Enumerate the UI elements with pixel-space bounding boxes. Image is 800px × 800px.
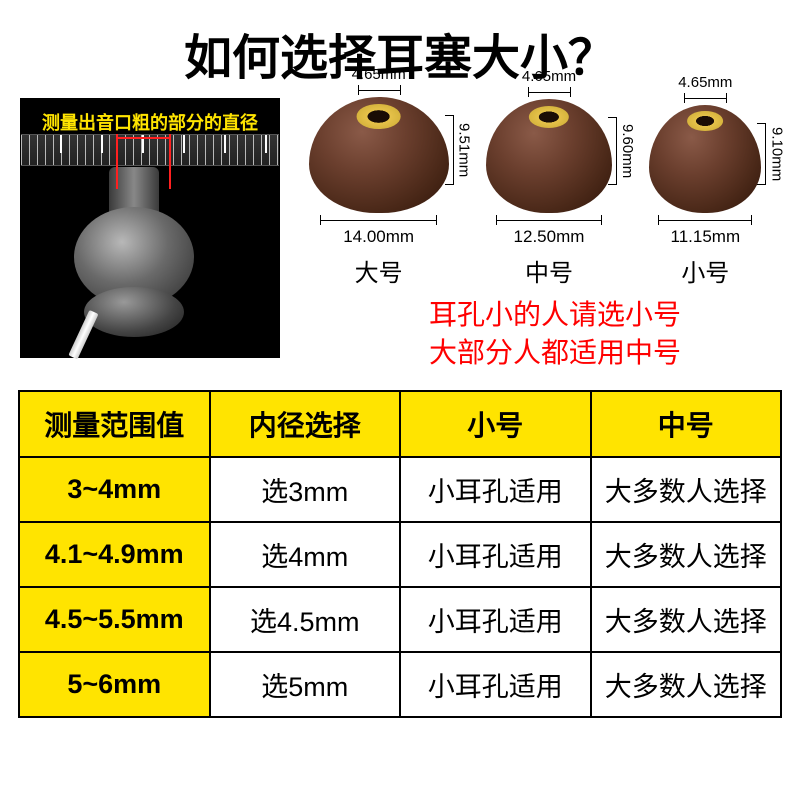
eartip-shape: 9.51mm (309, 97, 449, 213)
dim-bottom: 11.15mm (649, 227, 761, 247)
infographic-root: 如何选择耳塞大小？ 测量出音口粗的部分的直径 4.65mm9.51mm14.00… (0, 0, 800, 800)
table-cell: 4.1~4.9mm (19, 522, 210, 587)
table-row: 4.1~4.9mm选4mm小耳孔适用大多数人选择 (19, 522, 781, 587)
eartip-shape: 9.10mm (649, 105, 761, 213)
table-cell: 选4.5mm (210, 587, 401, 652)
table-row: 4.5~5.5mm选4.5mm小耳孔适用大多数人选择 (19, 587, 781, 652)
table-cell: 选4mm (210, 522, 401, 587)
dim-top: 4.65mm (309, 66, 449, 83)
eartips-column: 4.65mm9.51mm14.00mm大号4.65mm9.60mm12.50mm… (290, 98, 780, 372)
table-row: 3~4mm选3mm小耳孔适用大多数人选择 (19, 457, 781, 522)
table-cell: 大多数人选择 (591, 457, 782, 522)
advice-line-1: 耳孔小的人请选小号 (429, 299, 681, 330)
table-header: 中号 (591, 391, 782, 457)
table-cell: 小耳孔适用 (400, 457, 591, 522)
table-cell: 选5mm (210, 652, 401, 717)
dim-top: 4.65mm (649, 74, 761, 91)
advice-line-2: 大部分人都适用中号 (429, 337, 681, 368)
eartip-shape: 9.60mm (486, 99, 612, 213)
table-row: 5~6mm选5mm小耳孔适用大多数人选择 (19, 652, 781, 717)
dim-bottom: 12.50mm (486, 227, 612, 247)
table-cell: 选3mm (210, 457, 401, 522)
size-table: 测量范围值内径选择小号中号 3~4mm选3mm小耳孔适用大多数人选择4.1~4.… (18, 390, 782, 718)
table-body: 3~4mm选3mm小耳孔适用大多数人选择4.1~4.9mm选4mm小耳孔适用大多… (19, 457, 781, 717)
table-header: 测量范围值 (19, 391, 210, 457)
dim-right: 9.51mm (444, 115, 473, 185)
eartip-大号: 4.65mm 9.51mm 14.00mm 大号 (309, 66, 449, 288)
table-cell: 小耳孔适用 (400, 587, 591, 652)
table-cell: 小耳孔适用 (400, 522, 591, 587)
dim-right: 9.60mm (607, 117, 636, 185)
table-cell: 大多数人选择 (591, 652, 782, 717)
table-cell: 3~4mm (19, 457, 210, 522)
size-label: 小号 (649, 253, 761, 288)
dim-bottom: 14.00mm (309, 227, 449, 247)
dim-top: 4.65mm (486, 68, 612, 85)
size-label: 大号 (309, 253, 449, 288)
advice-text: 耳孔小的人请选小号 大部分人都适用中号 (290, 296, 780, 372)
measurement-span (118, 137, 169, 139)
table-cell: 5~6mm (19, 652, 210, 717)
size-table-wrap: 测量范围值内径选择小号中号 3~4mm选3mm小耳孔适用大多数人选择4.1~4.… (0, 378, 800, 718)
table-header-row: 测量范围值内径选择小号中号 (19, 391, 781, 457)
size-label: 中号 (486, 253, 612, 288)
table-cell: 大多数人选择 (591, 522, 782, 587)
eartip-小号: 4.65mm 9.10mm 11.15mm 小号 (649, 74, 761, 288)
table-cell: 大多数人选择 (591, 587, 782, 652)
measurement-photo: 测量出音口粗的部分的直径 (20, 98, 280, 358)
top-section: 测量出音口粗的部分的直径 4.65mm9.51mm14.00mm大号4.65mm… (0, 98, 800, 378)
measurement-guides (116, 134, 171, 189)
eartip-中号: 4.65mm 9.60mm 12.50mm 中号 (486, 68, 612, 288)
table-header: 小号 (400, 391, 591, 457)
table-cell: 小耳孔适用 (400, 652, 591, 717)
photo-caption: 测量出音口粗的部分的直径 (21, 109, 279, 135)
table-header: 内径选择 (210, 391, 401, 457)
eartips-row: 4.65mm9.51mm14.00mm大号4.65mm9.60mm12.50mm… (290, 98, 780, 288)
table-cell: 4.5~5.5mm (19, 587, 210, 652)
dim-right: 9.10mm (756, 123, 785, 185)
